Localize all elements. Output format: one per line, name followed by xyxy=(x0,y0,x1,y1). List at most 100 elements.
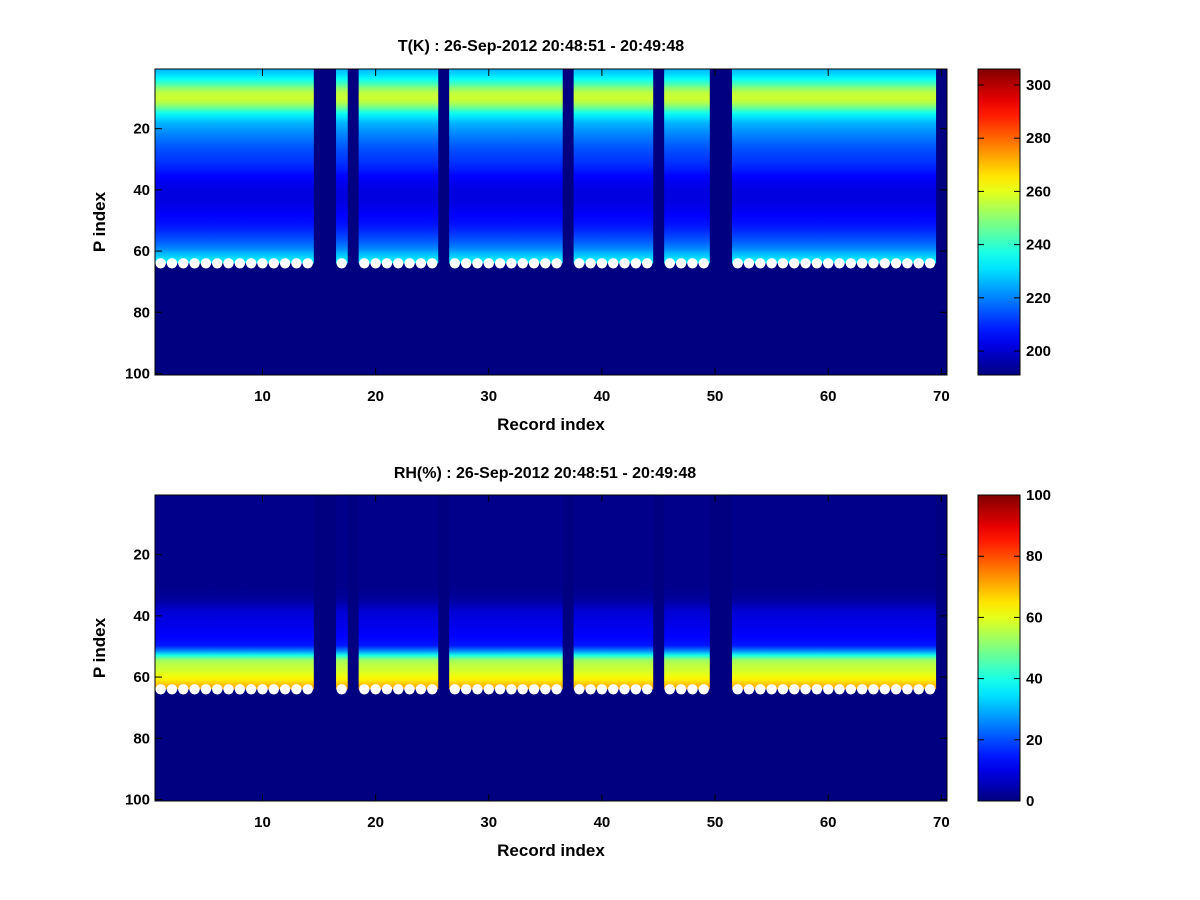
surface-marker xyxy=(291,684,302,695)
surface-marker xyxy=(245,684,257,695)
y-tick-label: 40 xyxy=(133,182,150,199)
surface-marker xyxy=(268,684,279,695)
surface-marker xyxy=(743,684,755,695)
plot-frame xyxy=(154,68,948,376)
record-column xyxy=(539,495,552,690)
record-column xyxy=(913,495,925,690)
surface-marker xyxy=(427,684,438,695)
record-column xyxy=(913,69,925,264)
colorbar-tick-label: 260 xyxy=(1026,183,1051,200)
surface-marker xyxy=(664,684,675,695)
surface-marker xyxy=(302,258,313,269)
record-column xyxy=(517,69,529,264)
surface-marker xyxy=(494,258,506,269)
record-column xyxy=(765,69,778,264)
record-column xyxy=(743,495,756,690)
surface-marker xyxy=(890,684,902,695)
surface-marker xyxy=(687,684,698,695)
surface-marker xyxy=(902,258,913,269)
record-column xyxy=(177,495,190,690)
surface-marker xyxy=(460,684,472,695)
surface-marker xyxy=(472,258,483,269)
record-column xyxy=(392,495,405,690)
record-column xyxy=(754,69,767,264)
x-tick-label: 30 xyxy=(480,814,497,831)
surface-marker xyxy=(879,684,890,695)
surface-marker xyxy=(596,258,608,269)
surface-marker xyxy=(902,684,913,695)
record-column xyxy=(698,69,710,264)
record-column xyxy=(822,495,835,690)
record-column xyxy=(369,69,382,264)
record-column xyxy=(686,69,699,264)
colorbar-tick-label: 280 xyxy=(1026,130,1051,147)
record-column xyxy=(483,495,495,690)
y-tick-label: 100 xyxy=(125,791,150,808)
surface-marker xyxy=(506,684,517,695)
record-column xyxy=(415,69,427,264)
record-column xyxy=(551,69,563,264)
record-column xyxy=(290,69,303,264)
surface-marker xyxy=(494,684,506,695)
surface-marker xyxy=(574,258,585,269)
colorbar-tick-label: 100 xyxy=(1026,487,1051,504)
surface-marker xyxy=(608,258,619,269)
surface-marker xyxy=(178,258,189,269)
record-column xyxy=(381,495,393,690)
record-column xyxy=(777,495,789,690)
surface-marker xyxy=(766,684,777,695)
surface-marker xyxy=(641,684,653,695)
record-column xyxy=(754,495,767,690)
surface-marker xyxy=(619,258,630,269)
colorbar: 200 220 240 260 280 300 xyxy=(977,68,1051,376)
surface-marker xyxy=(845,684,857,695)
record-column xyxy=(483,69,495,264)
y-axis-ticks: 20 40 60 80 100 xyxy=(125,547,947,808)
record-column xyxy=(630,495,642,690)
plot-frame xyxy=(154,494,948,802)
heatmap-plot-area xyxy=(155,69,947,375)
surface-marker xyxy=(811,258,823,269)
record-column xyxy=(732,495,744,690)
surface-marker xyxy=(155,684,166,695)
record-column xyxy=(551,495,563,690)
record-column xyxy=(279,69,292,264)
record-column xyxy=(279,495,292,690)
record-column xyxy=(856,495,869,690)
humidity-panel: RH(%) : 26-Sep-2012 20:48:51 - 20:49:48 … xyxy=(90,465,1051,860)
x-tick-label: 40 xyxy=(594,388,611,405)
record-column xyxy=(630,69,642,264)
record-column xyxy=(822,69,835,264)
surface-marker xyxy=(924,684,936,695)
surface-marker xyxy=(743,258,755,269)
surface-marker xyxy=(166,258,178,269)
surface-marker xyxy=(234,258,246,269)
record-column xyxy=(664,69,676,264)
surface-marker xyxy=(630,258,642,269)
surface-marker xyxy=(245,258,257,269)
x-axis-label: Record index xyxy=(497,415,605,434)
record-column xyxy=(302,495,314,690)
x-tick-label: 70 xyxy=(933,814,950,831)
surface-marker xyxy=(223,258,234,269)
surface-marker xyxy=(834,258,845,269)
x-tick-label: 40 xyxy=(594,814,611,831)
record-column xyxy=(494,495,507,690)
y-tick-label: 20 xyxy=(133,547,150,564)
surface-marker xyxy=(200,258,212,269)
surface-marker xyxy=(393,684,404,695)
surface-marker xyxy=(789,258,800,269)
surface-marker xyxy=(856,684,868,695)
surface-marker xyxy=(540,258,551,269)
surface-marker xyxy=(279,684,291,695)
surface-marker xyxy=(766,258,777,269)
record-column xyxy=(166,495,179,690)
x-axis-ticks: 10 20 30 40 50 60 70 xyxy=(254,69,950,405)
surface-marker xyxy=(359,684,370,695)
surface-marker xyxy=(279,258,291,269)
record-column xyxy=(890,495,903,690)
record-column xyxy=(867,69,880,264)
surface-marker xyxy=(234,684,246,695)
record-column xyxy=(675,495,688,690)
x-tick-label: 60 xyxy=(820,814,837,831)
